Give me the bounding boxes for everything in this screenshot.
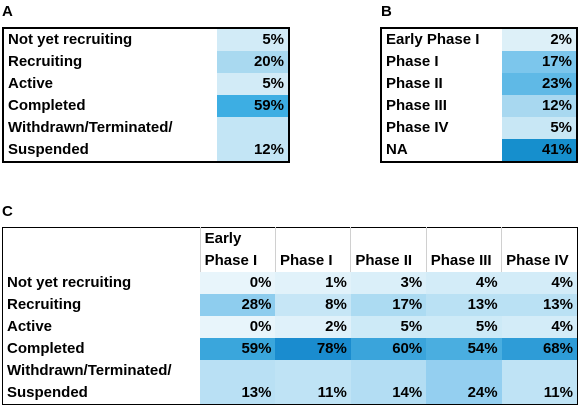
heatmap-value-cell: 11% <box>501 360 578 405</box>
heatmap-value-cell: 1% <box>275 272 351 294</box>
heatmap-value-cell: 17% <box>350 294 427 316</box>
status-row: Withdrawn/Terminated/ Suspended 12% <box>3 117 289 162</box>
status-by-phase-heatmap: Early Phase I Phase I Phase II Phase III Pha… <box>2 227 578 405</box>
phase-category-label: Phase III <box>386 97 447 114</box>
heatmap-row-label: Completed <box>7 340 85 357</box>
heatmap-value-cell: 13% <box>200 360 276 405</box>
status-row: Not yet recruiting 5% <box>3 28 289 51</box>
status-row: Recruiting 20% <box>3 51 289 73</box>
heatmap-value-cell: 13% <box>501 294 578 316</box>
heatmap-row: Not yet recruiting 0% 1% 3% 4% 4% <box>3 272 578 294</box>
phase-category-label: NA <box>386 141 408 158</box>
phase-row: NA 41% <box>381 139 577 162</box>
status-category-label: Recruiting <box>8 53 83 70</box>
phase-value-cell: 2% <box>502 28 577 51</box>
status-category-label: Active <box>8 75 54 92</box>
status-value-cell: 5% <box>217 28 289 51</box>
phase-row: Phase III 12% <box>381 95 577 117</box>
heatmap-row: Withdrawn/Terminated/ Suspended 13% 11% 14%… <box>3 360 578 405</box>
heatmap-corner-cell <box>3 228 201 273</box>
heatmap-value-cell: 5% <box>350 316 427 338</box>
status-category-label: Withdrawn/Terminated/ Suspended <box>8 119 173 158</box>
heatmap-row-label: Recruiting <box>7 296 82 313</box>
panel-b-letter: B <box>381 3 392 20</box>
status-value-cell: 12% <box>217 117 289 162</box>
panel-c-letter: C <box>2 203 13 220</box>
phase-row: Phase II 23% <box>381 73 577 95</box>
phase-value-cell: 12% <box>502 95 577 117</box>
heatmap-value-cell: 68% <box>501 338 578 360</box>
status-category-label: Not yet recruiting <box>8 31 133 48</box>
phase-value-cell: 5% <box>502 117 577 139</box>
heatmap-column-header: Early Phase I <box>199 227 276 272</box>
heatmap-value-cell: 2% <box>275 316 351 338</box>
heatmap-value-cell: 3% <box>350 272 427 294</box>
heatmap-value-cell: 24% <box>426 360 502 405</box>
heatmap-value-cell: 54% <box>426 338 502 360</box>
heatmap-value-cell: 4% <box>501 316 578 338</box>
heatmap-value-cell: 59% <box>200 338 276 360</box>
status-category-label: Completed <box>8 97 86 114</box>
heatmap-value-cell: 5% <box>426 316 502 338</box>
heatmap-value-cell: 13% <box>426 294 502 316</box>
status-row: Completed 59% <box>3 95 289 117</box>
heatmap-column-header: Phase I <box>274 227 351 272</box>
phase-category-label: Phase IV <box>386 119 449 136</box>
heatmap-row: Recruiting 28% 8% 17% 13% 13% <box>3 294 578 316</box>
heatmap-column-header: Phase II <box>350 227 427 272</box>
phase-row: Phase IV 5% <box>381 117 577 139</box>
phase-category-label: Phase I <box>386 53 439 70</box>
heatmap-value-cell: 60% <box>350 338 427 360</box>
heatmap-value-cell: 0% <box>200 316 276 338</box>
heatmap-column-header: Phase III <box>425 227 502 272</box>
phase-row: Phase I 17% <box>381 51 577 73</box>
status-table: Not yet recruiting 5% Recruiting 20% Active 5… <box>2 27 290 163</box>
heatmap-column-header: Phase IV <box>501 227 578 272</box>
status-value-cell: 5% <box>217 73 289 95</box>
heatmap-value-cell: 28% <box>200 294 276 316</box>
phase-value-cell: 23% <box>502 73 577 95</box>
status-value-cell: 20% <box>217 51 289 73</box>
heatmap-row-label: Active <box>7 318 53 335</box>
status-value-cell: 59% <box>217 95 289 117</box>
phase-category-label: Phase II <box>386 75 443 92</box>
phase-table: Early Phase I 2% Phase I 17% Phase II 23% Phas… <box>380 27 578 163</box>
heatmap-value-cell: 8% <box>275 294 351 316</box>
heatmap-value-cell: 4% <box>426 272 502 294</box>
status-row: Active 5% <box>3 73 289 95</box>
heatmap-value-cell: 4% <box>501 272 578 294</box>
phase-value-cell: 17% <box>502 51 577 73</box>
phase-category-label: Early Phase I <box>386 31 480 48</box>
phase-row: Early Phase I 2% <box>381 28 577 51</box>
heatmap-value-cell: 0% <box>200 272 276 294</box>
heatmap-row-label: Not yet recruiting <box>7 274 132 291</box>
heatmap-row-label: Withdrawn/Terminated/ Suspended <box>7 362 172 401</box>
heatmap-row: Active 0% 2% 5% 5% 4% <box>3 316 578 338</box>
panel-a-letter: A <box>2 3 13 20</box>
heatmap-value-cell: 14% <box>350 360 427 405</box>
heatmap-header-row: Early Phase I Phase I Phase II Phase III Pha… <box>3 227 578 273</box>
phase-value-cell: 41% <box>502 139 577 162</box>
heatmap-value-cell: 11% <box>275 360 351 405</box>
heatmap-row: Completed 59% 78% 60% 54% 68% <box>3 338 578 360</box>
heatmap-value-cell: 78% <box>275 338 351 360</box>
